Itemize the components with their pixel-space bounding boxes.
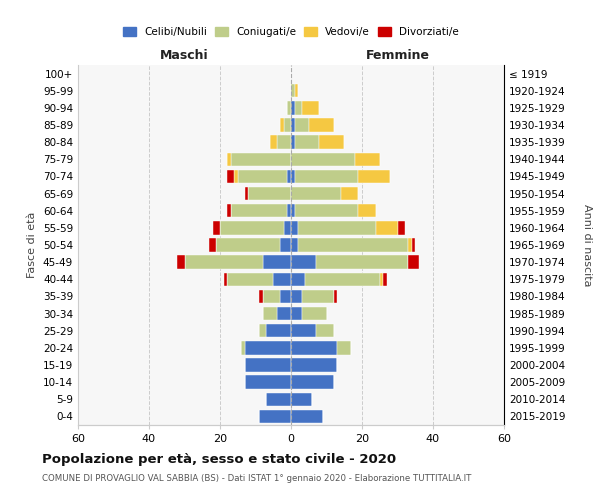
Bar <box>284 221 291 234</box>
Bar <box>408 238 412 252</box>
Bar <box>295 136 319 149</box>
Bar <box>230 204 287 218</box>
Bar <box>227 272 273 286</box>
Bar <box>302 307 326 320</box>
Bar <box>291 84 295 98</box>
Bar <box>316 256 408 269</box>
Text: Popolazione per età, sesso e stato civile - 2020: Popolazione per età, sesso e stato civil… <box>42 452 396 466</box>
Bar <box>291 204 295 218</box>
Bar <box>291 152 355 166</box>
Bar <box>334 290 337 303</box>
Bar <box>263 307 277 320</box>
Bar <box>376 221 398 234</box>
Bar <box>298 238 408 252</box>
Bar <box>291 256 316 269</box>
Bar <box>302 101 319 114</box>
Y-axis label: Anni di nascita: Anni di nascita <box>582 204 592 286</box>
Bar <box>298 221 376 234</box>
Bar <box>245 187 248 200</box>
Bar <box>398 221 404 234</box>
Bar <box>291 392 313 406</box>
Bar <box>291 290 302 303</box>
Bar <box>230 152 291 166</box>
Bar <box>305 272 380 286</box>
Bar <box>291 341 337 354</box>
Bar <box>341 187 358 200</box>
Bar <box>291 307 302 320</box>
Bar <box>383 272 387 286</box>
Bar <box>287 101 291 114</box>
Bar <box>245 358 291 372</box>
Bar <box>245 341 291 354</box>
Bar <box>248 187 291 200</box>
Bar <box>291 238 298 252</box>
Bar <box>280 238 291 252</box>
Bar <box>295 204 358 218</box>
Bar <box>287 204 291 218</box>
Bar <box>355 152 380 166</box>
Bar <box>302 290 334 303</box>
Bar <box>287 170 291 183</box>
Bar <box>295 84 298 98</box>
Bar <box>358 170 391 183</box>
Bar <box>234 170 238 183</box>
Bar <box>291 187 341 200</box>
Bar <box>291 221 298 234</box>
Legend: Celibi/Nubili, Coniugati/e, Vedovi/e, Divorziati/e: Celibi/Nubili, Coniugati/e, Vedovi/e, Di… <box>120 24 462 40</box>
Bar <box>217 238 280 252</box>
Bar <box>209 238 217 252</box>
Bar <box>259 290 263 303</box>
Bar <box>259 410 291 423</box>
Bar <box>277 136 291 149</box>
Bar <box>213 221 220 234</box>
Bar <box>263 290 280 303</box>
Bar <box>380 272 383 286</box>
Bar <box>291 410 323 423</box>
Bar <box>259 324 266 338</box>
Text: Femmine: Femmine <box>365 48 430 62</box>
Bar <box>273 272 291 286</box>
Bar <box>277 307 291 320</box>
Bar <box>263 256 291 269</box>
Y-axis label: Fasce di età: Fasce di età <box>28 212 37 278</box>
Bar <box>280 118 284 132</box>
Bar <box>291 272 305 286</box>
Bar <box>358 204 376 218</box>
Bar <box>284 118 291 132</box>
Bar <box>178 256 185 269</box>
Bar <box>291 136 295 149</box>
Bar <box>185 256 263 269</box>
Bar <box>227 152 230 166</box>
Bar <box>295 170 358 183</box>
Bar <box>412 238 415 252</box>
Bar <box>266 324 291 338</box>
Bar <box>408 256 419 269</box>
Bar <box>280 290 291 303</box>
Bar <box>295 101 302 114</box>
Bar <box>238 170 287 183</box>
Bar <box>291 118 295 132</box>
Bar <box>309 118 334 132</box>
Bar <box>245 376 291 389</box>
Bar <box>295 118 309 132</box>
Bar <box>319 136 344 149</box>
Text: Maschi: Maschi <box>160 48 209 62</box>
Text: COMUNE DI PROVAGLIO VAL SABBIA (BS) - Dati ISTAT 1° gennaio 2020 - Elaborazione : COMUNE DI PROVAGLIO VAL SABBIA (BS) - Da… <box>42 474 472 483</box>
Bar <box>241 341 245 354</box>
Bar <box>270 136 277 149</box>
Bar <box>291 376 334 389</box>
Bar <box>220 221 284 234</box>
Bar <box>227 170 234 183</box>
Bar <box>266 392 291 406</box>
Bar <box>227 204 230 218</box>
Bar <box>291 170 295 183</box>
Bar <box>337 341 352 354</box>
Bar <box>291 324 316 338</box>
Bar <box>316 324 334 338</box>
Bar <box>291 101 295 114</box>
Bar <box>291 358 337 372</box>
Bar <box>224 272 227 286</box>
